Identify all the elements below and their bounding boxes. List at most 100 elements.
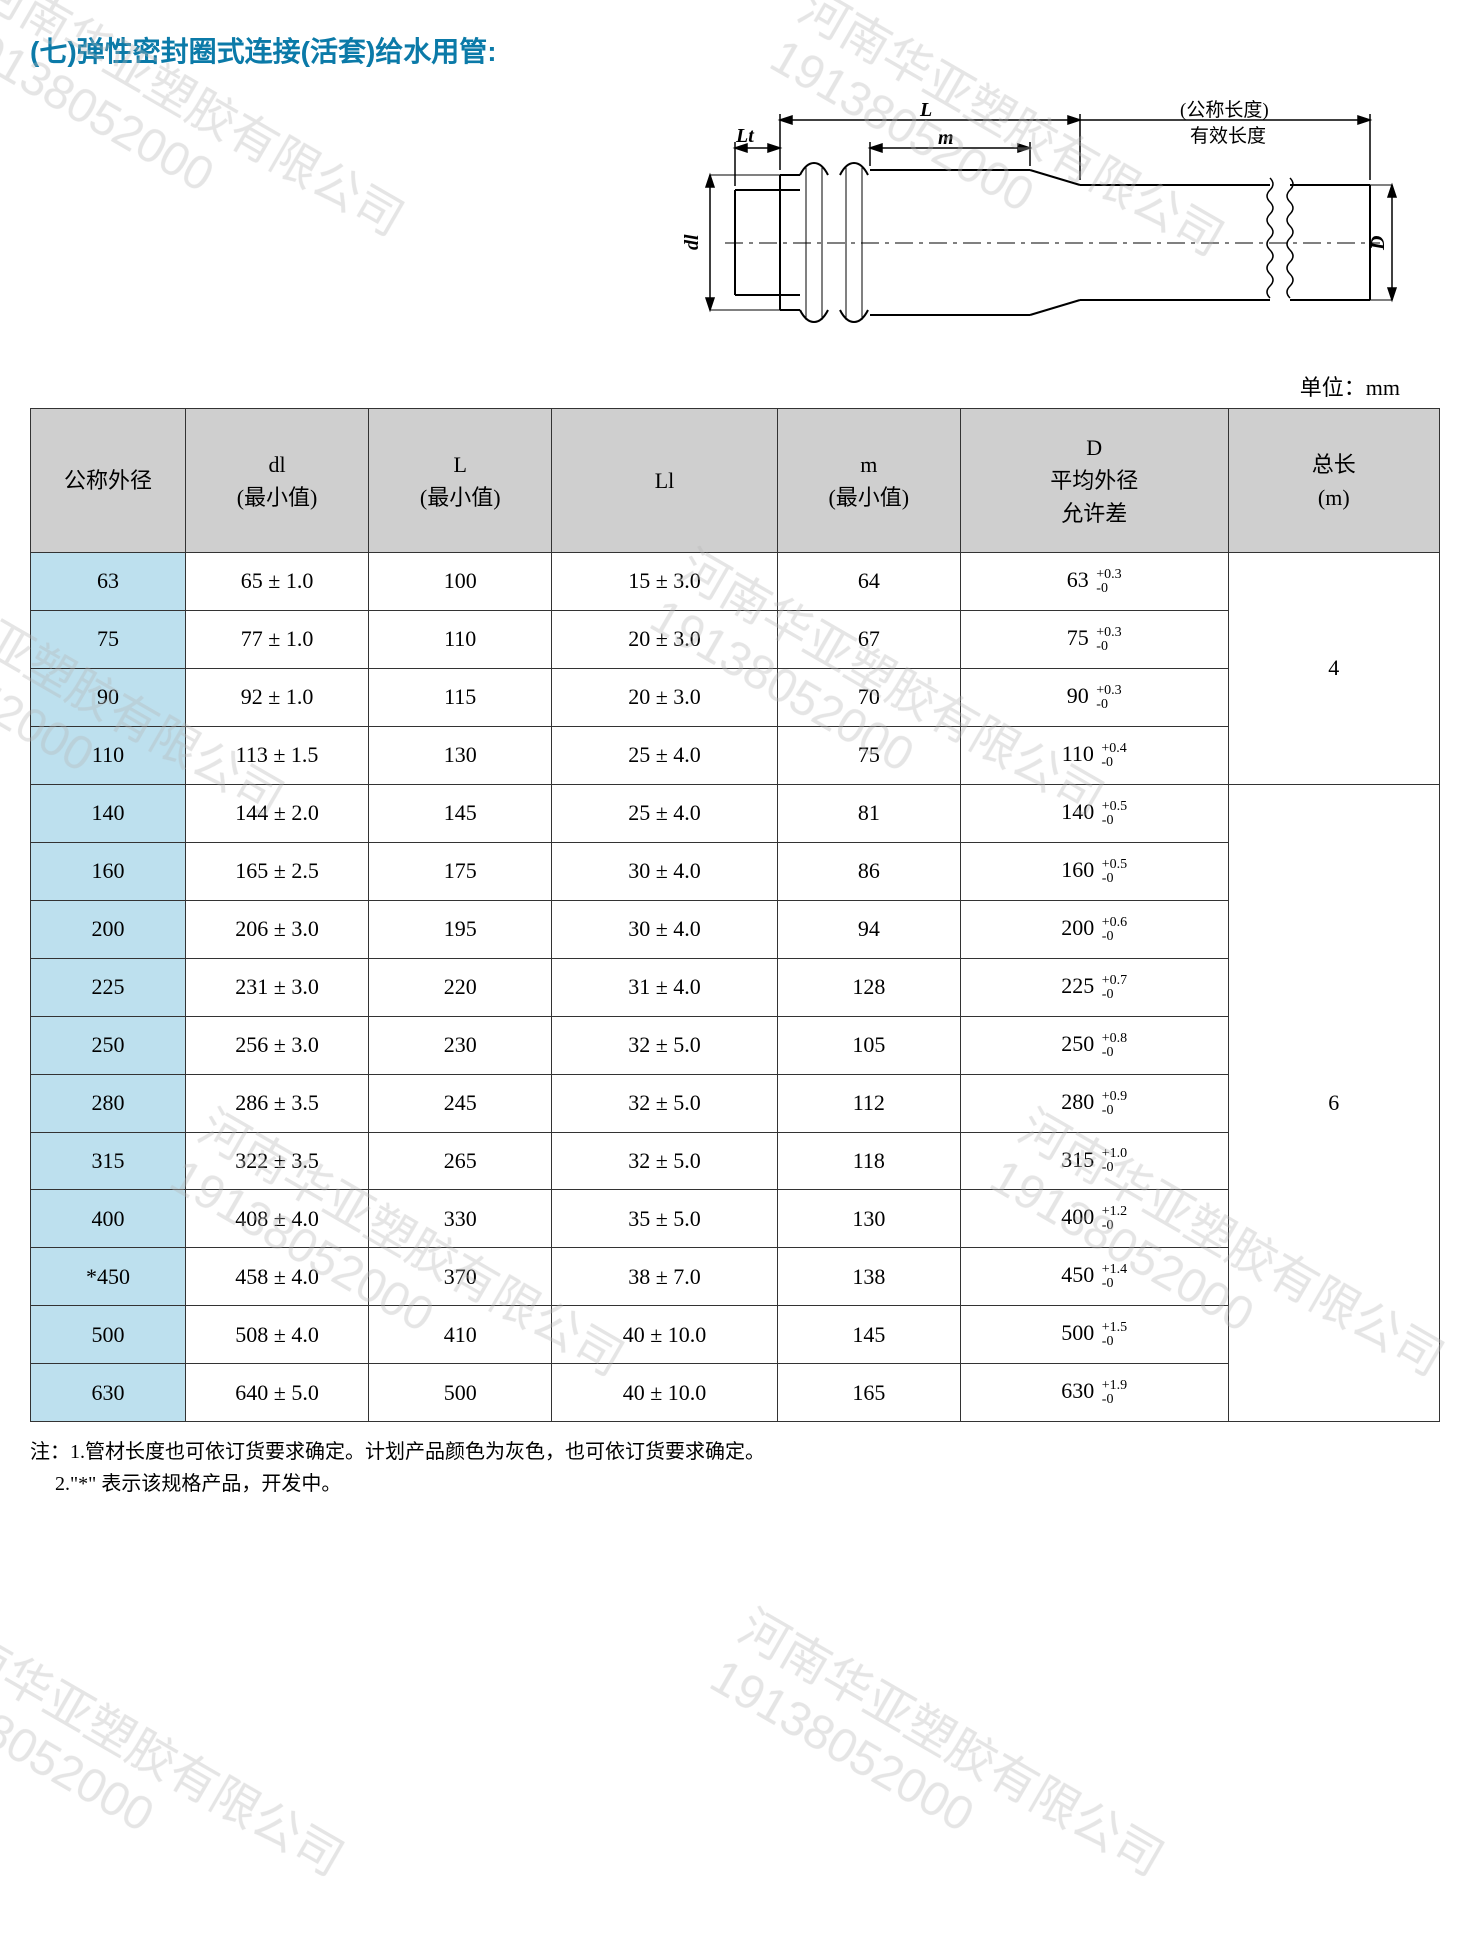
- cell: 32 ± 5.0: [552, 1074, 777, 1132]
- cell: 128: [777, 958, 960, 1016]
- col-header-total: 总长(m): [1228, 409, 1439, 553]
- cell: 25 ± 4.0: [552, 784, 777, 842]
- cell: 25 ± 4.0: [552, 726, 777, 784]
- cell-D: 140 +0.5-0: [960, 784, 1228, 842]
- cell: 220: [369, 958, 552, 1016]
- cell: 165 ± 2.5: [185, 842, 368, 900]
- cell-total-length: 4: [1228, 553, 1439, 785]
- watermark-text: 河南华亚塑胶有限公司19138052000: [701, 1588, 1179, 1936]
- unit-label: 单位：mm: [30, 370, 1440, 402]
- cell: 40 ± 10.0: [552, 1364, 777, 1422]
- diagram-label-effective: 有效长度: [1190, 125, 1266, 147]
- cell: 112: [777, 1074, 960, 1132]
- cell: 63: [31, 553, 186, 611]
- cell: 94: [777, 900, 960, 958]
- cell: 86: [777, 842, 960, 900]
- cell: 20 ± 3.0: [552, 610, 777, 668]
- cell: 105: [777, 1016, 960, 1074]
- cell: 130: [777, 1190, 960, 1248]
- cell-D: 160 +0.5-0: [960, 842, 1228, 900]
- cell-D: 200 +0.6-0: [960, 900, 1228, 958]
- cell-D: 90 +0.3-0: [960, 668, 1228, 726]
- diagram-label-nominal: (公称长度): [1180, 100, 1269, 121]
- cell: 630: [31, 1364, 186, 1422]
- cell: 145: [369, 784, 552, 842]
- cell: 115: [369, 668, 552, 726]
- cell: 280: [31, 1074, 186, 1132]
- cell-D: 280 +0.9-0: [960, 1074, 1228, 1132]
- cell-D: 250 +0.8-0: [960, 1016, 1228, 1074]
- cell: 15 ± 3.0: [552, 553, 777, 611]
- cell: 75: [31, 610, 186, 668]
- cell-total-length: 6: [1228, 784, 1439, 1421]
- cell: 144 ± 2.0: [185, 784, 368, 842]
- cell: 40 ± 10.0: [552, 1306, 777, 1364]
- cell: 245: [369, 1074, 552, 1132]
- cell: 256 ± 3.0: [185, 1016, 368, 1074]
- table-row: 6365 ± 1.010015 ± 3.06463 +0.3-04: [31, 553, 1440, 611]
- diagram-label-m: m: [938, 127, 954, 149]
- cell-D: 400 +1.2-0: [960, 1190, 1228, 1248]
- cell-D: 630 +1.9-0: [960, 1364, 1228, 1422]
- cell-D: 110 +0.4-0: [960, 726, 1228, 784]
- diagram-label-Lt: Lt: [735, 125, 755, 147]
- cell: 75: [777, 726, 960, 784]
- diagram-label-D: D: [1367, 236, 1389, 251]
- cell: 500: [31, 1306, 186, 1364]
- cell: 265: [369, 1132, 552, 1190]
- cell: 38 ± 7.0: [552, 1248, 777, 1306]
- diagram-container: L Lt m dl D (公称长度) 有效长度: [30, 100, 1440, 360]
- cell: 500: [369, 1364, 552, 1422]
- cell: 31 ± 4.0: [552, 958, 777, 1016]
- cell: 330: [369, 1190, 552, 1248]
- col-header-m: m(最小值): [777, 409, 960, 553]
- cell: 32 ± 5.0: [552, 1016, 777, 1074]
- cell: 250: [31, 1016, 186, 1074]
- cell: 32 ± 5.0: [552, 1132, 777, 1190]
- cell: 70: [777, 668, 960, 726]
- watermark-text: 河南华亚塑胶有限公司19138052000: [0, 1588, 359, 1936]
- cell: 77 ± 1.0: [185, 610, 368, 668]
- cell-D: 75 +0.3-0: [960, 610, 1228, 668]
- cell: 35 ± 5.0: [552, 1190, 777, 1248]
- cell: 315: [31, 1132, 186, 1190]
- pipe-diagram: L Lt m dl D (公称长度) 有效长度: [680, 100, 1400, 360]
- cell: 322 ± 3.5: [185, 1132, 368, 1190]
- col-header-D: D平均外径允许差: [960, 409, 1228, 553]
- cell-D: 450 +1.4-0: [960, 1248, 1228, 1306]
- cell: 458 ± 4.0: [185, 1248, 368, 1306]
- diagram-label-L: L: [919, 100, 932, 121]
- cell: 200: [31, 900, 186, 958]
- col-header-Ll: Ll: [552, 409, 777, 553]
- cell: 64: [777, 553, 960, 611]
- cell: 110: [31, 726, 186, 784]
- cell: 408 ± 4.0: [185, 1190, 368, 1248]
- cell: 100: [369, 553, 552, 611]
- cell-D: 315 +1.0-0: [960, 1132, 1228, 1190]
- col-header-nominal: 公称外径: [31, 409, 186, 553]
- cell: 81: [777, 784, 960, 842]
- cell: 230: [369, 1016, 552, 1074]
- cell: 113 ± 1.5: [185, 726, 368, 784]
- cell: 20 ± 3.0: [552, 668, 777, 726]
- cell: 130: [369, 726, 552, 784]
- cell: 30 ± 4.0: [552, 842, 777, 900]
- cell: 370: [369, 1248, 552, 1306]
- cell: 140: [31, 784, 186, 842]
- cell: 160: [31, 842, 186, 900]
- cell: 110: [369, 610, 552, 668]
- cell: 138: [777, 1248, 960, 1306]
- cell: 165: [777, 1364, 960, 1422]
- col-header-L: L(最小值): [369, 409, 552, 553]
- cell: 90: [31, 668, 186, 726]
- cell: *450: [31, 1248, 186, 1306]
- cell: 508 ± 4.0: [185, 1306, 368, 1364]
- cell: 67: [777, 610, 960, 668]
- cell: 225: [31, 958, 186, 1016]
- cell: 231 ± 3.0: [185, 958, 368, 1016]
- spec-table: 公称外径 dl(最小值) L(最小值) Ll m(最小值) D平均外径允许差 总…: [30, 408, 1440, 1422]
- cell-D: 63 +0.3-0: [960, 553, 1228, 611]
- col-header-dl: dl(最小值): [185, 409, 368, 553]
- notes: 注：1.管材长度也可依订货要求确定。计划产品颜色为灰色，也可依订货要求确定。 2…: [30, 1436, 1440, 1500]
- cell-D: 500 +1.5-0: [960, 1306, 1228, 1364]
